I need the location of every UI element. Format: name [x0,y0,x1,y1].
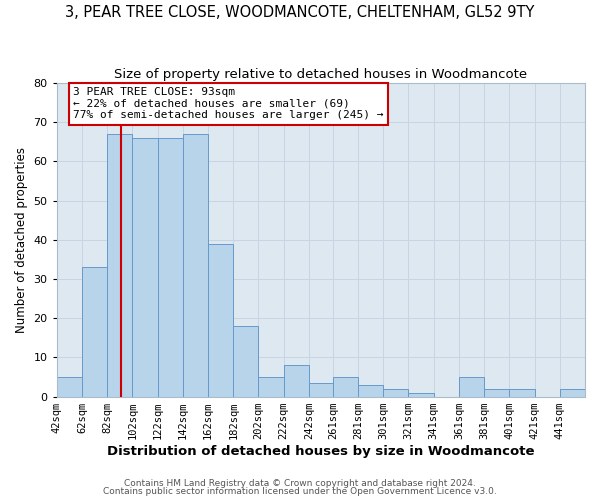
Bar [208,244,233,396]
Bar [358,385,383,396]
Text: 3 PEAR TREE CLOSE: 93sqm
← 22% of detached houses are smaller (69)
77% of semi-d: 3 PEAR TREE CLOSE: 93sqm ← 22% of detach… [73,87,383,120]
Bar [560,388,585,396]
Bar [459,377,484,396]
Bar [333,377,358,396]
Bar [133,138,158,396]
Title: Size of property relative to detached houses in Woodmancote: Size of property relative to detached ho… [114,68,527,80]
X-axis label: Distribution of detached houses by size in Woodmancote: Distribution of detached houses by size … [107,444,535,458]
Bar [309,383,333,396]
Bar [158,138,183,396]
Bar [383,388,409,396]
Text: 3, PEAR TREE CLOSE, WOODMANCOTE, CHELTENHAM, GL52 9TY: 3, PEAR TREE CLOSE, WOODMANCOTE, CHELTEN… [65,5,535,20]
Bar [57,377,82,396]
Bar [284,365,309,396]
Bar [484,388,509,396]
Bar [233,326,259,396]
Bar [107,134,133,396]
Bar [183,134,208,396]
Text: Contains public sector information licensed under the Open Government Licence v3: Contains public sector information licen… [103,487,497,496]
Y-axis label: Number of detached properties: Number of detached properties [15,147,28,333]
Bar [82,268,107,396]
Bar [509,388,535,396]
Text: Contains HM Land Registry data © Crown copyright and database right 2024.: Contains HM Land Registry data © Crown c… [124,478,476,488]
Bar [409,392,434,396]
Bar [259,377,284,396]
